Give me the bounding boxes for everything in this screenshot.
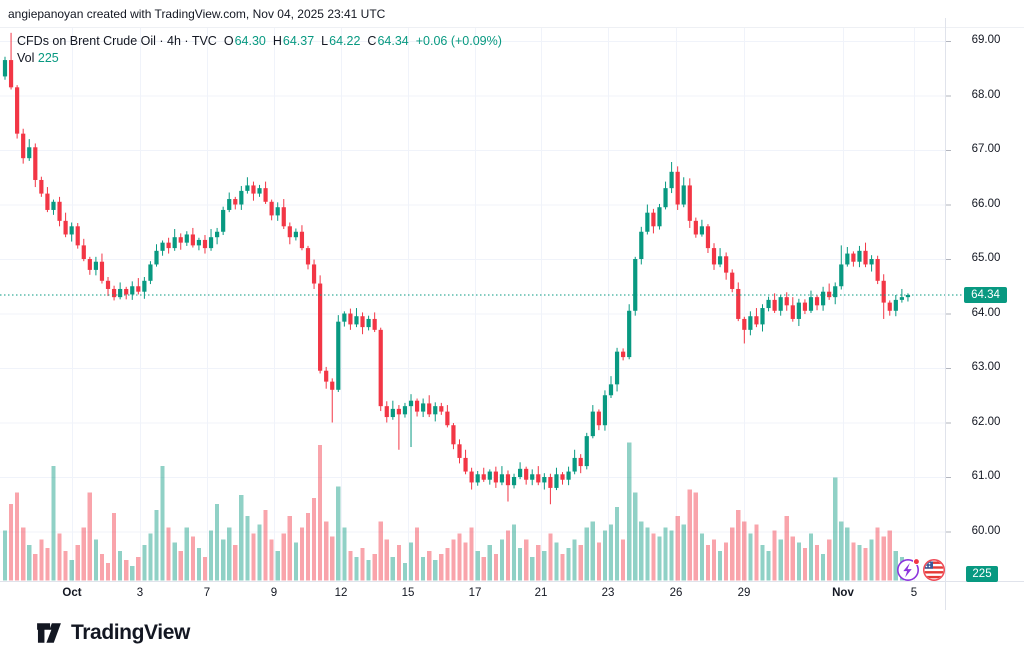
change-value: +0.06 (+0.09%) [415, 34, 502, 48]
symbol-title[interactable]: CFDs on Brent Crude Oil · 4h · TVC [17, 34, 217, 48]
price-tick-label: 68.00 [971, 88, 1001, 101]
grid-lines [0, 27, 951, 581]
price-tick-label: 65.00 [971, 252, 1001, 264]
time-tick-label: 29 [737, 587, 751, 599]
last-price-label: 64.34 [964, 287, 1007, 303]
volume-value: 225 [37, 51, 59, 65]
price-tick-label: 62.00 [971, 415, 1001, 428]
volume-label: Vol [17, 51, 35, 65]
candles [2, 32, 911, 505]
time-tick-label: 21 [534, 587, 548, 599]
time-tick-label: 5 [910, 587, 918, 599]
price-tick-label: 67.00 [971, 143, 1001, 155]
time-tick-label: 17 [468, 587, 482, 599]
time-tick-label: Nov [832, 587, 854, 599]
attribution-bar: angiepanoyan created with TradingView.co… [8, 7, 385, 21]
ohlc-pair: O64.30 [223, 34, 266, 48]
price-tick-label: 69.00 [971, 34, 1001, 46]
us-flag-event-icon[interactable] [922, 559, 945, 581]
price-tick-label: 60.00 [971, 524, 1001, 537]
time-tick-label: 12 [334, 587, 348, 599]
ohlc-pair: C64.34 [367, 34, 409, 48]
price-tick-label: 66.00 [971, 197, 1001, 210]
time-tick-label: 26 [669, 587, 683, 599]
time-tick-label: 7 [203, 587, 211, 599]
ohlc-pair: L64.22 [321, 34, 361, 48]
price-tick-label: 63.00 [971, 361, 1001, 373]
axis-borders [0, 18, 1024, 610]
time-tick-label: 23 [601, 587, 615, 599]
attribution-text: angiepanoyan created with TradingView.co… [8, 7, 386, 21]
price-tick-label: 64.00 [971, 306, 1001, 319]
volume-axis-value: 225 [972, 568, 992, 580]
legend-row-volume: Vol 225 [17, 50, 502, 66]
ohlc-values: O64.30 H64.37 L64.22 C64.34 [217, 34, 409, 48]
last-price-value: 64.34 [971, 289, 1000, 301]
lightning-event-icon[interactable] [897, 558, 920, 581]
volume-axis-label: 225 [966, 566, 998, 582]
event-icons [893, 556, 949, 589]
tradingview-wordmark: TradingView [71, 621, 190, 644]
time-tick-label: 3 [136, 587, 144, 599]
legend-row-symbol: CFDs on Brent Crude Oil · 4h · TVC O64.30… [17, 33, 502, 49]
tradingview-logo-icon [37, 623, 61, 643]
chart-legend: CFDs on Brent Crude Oil · 4h · TVC O64.30… [17, 33, 502, 66]
ohlc-pair: H64.37 [272, 34, 315, 48]
price-tick-label: 61.00 [971, 470, 1001, 482]
tradingview-logo[interactable]: TradingView [36, 620, 190, 646]
volume-bars [2, 442, 911, 581]
time-tick-label: 9 [270, 587, 278, 599]
time-tick-label: 15 [401, 587, 415, 599]
time-tick-label: Oct [62, 587, 82, 599]
